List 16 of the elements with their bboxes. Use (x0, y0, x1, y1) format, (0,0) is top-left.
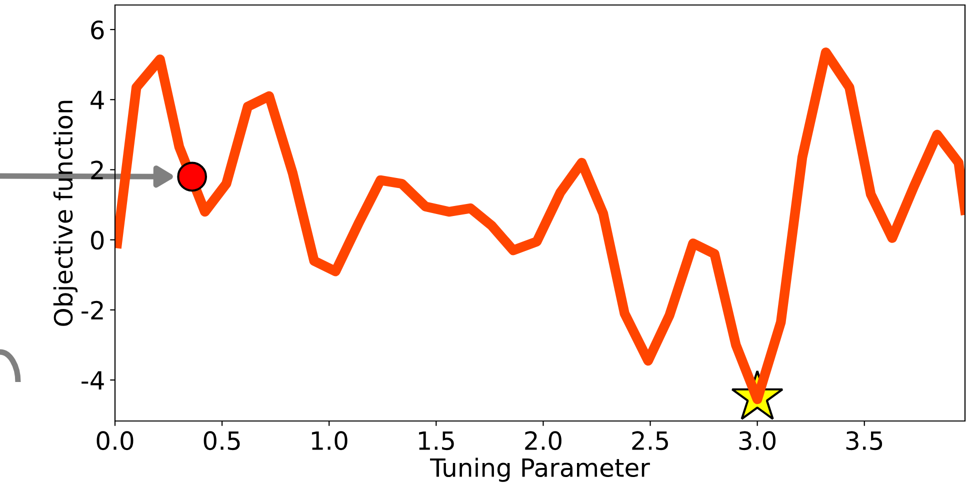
x-axis-title: Tuning Parameter (430, 458, 650, 482)
y-tick-label: 0 (91, 230, 104, 250)
y-tick-label: -4 (82, 371, 104, 390)
y-tick-label: 2 (91, 160, 103, 180)
y-tick-label: 4 (90, 90, 104, 110)
x-tick-label: 1.0 (312, 431, 348, 450)
x-tick-label: 0.5 (204, 431, 240, 450)
x-tick-label: 2.0 (525, 431, 562, 450)
y-tick-label: 6 (91, 20, 104, 40)
x-tick-label: 3.0 (739, 431, 776, 450)
y-tick-label: -2 (82, 300, 103, 320)
x-tick-label: 0.0 (96, 431, 134, 450)
x-tick-label: 1.5 (419, 431, 454, 450)
x-tick-label: 3.5 (846, 431, 882, 450)
x-tick-label: 2.5 (632, 431, 668, 450)
y-axis-title: Objective function (53, 100, 78, 326)
